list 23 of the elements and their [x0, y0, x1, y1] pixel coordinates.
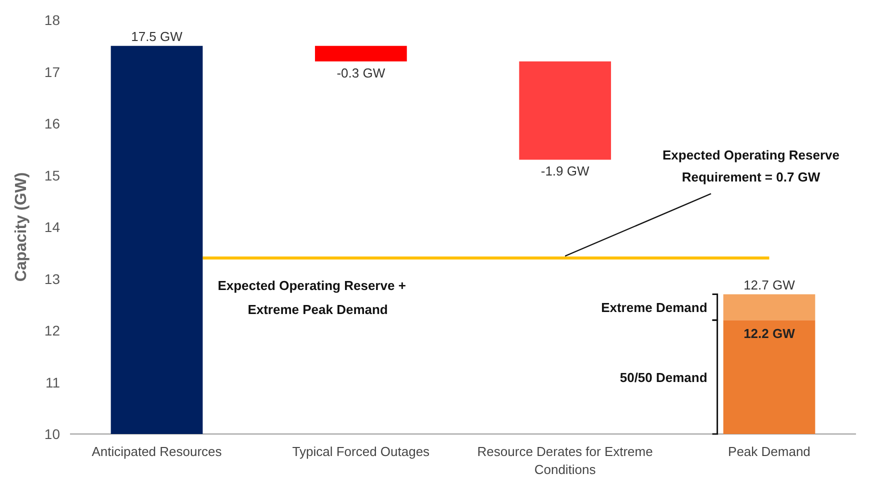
x-tick-label: Resource Derates for Extreme Conditions [477, 444, 653, 477]
y-tick-label: 14 [44, 219, 60, 235]
x-tick-label: Typical Forced Outages [292, 444, 430, 459]
y-tick-label: 15 [44, 167, 60, 184]
annotation: Extreme Demand [601, 300, 708, 316]
x-tick-label: Anticipated Resources [92, 444, 222, 459]
data-label: 12.2 GW [744, 326, 796, 342]
data-label: -1.9 GW [540, 164, 590, 179]
y-tick-label: 11 [45, 374, 60, 390]
x-tick-label: Peak Demand [728, 444, 810, 459]
data-label: 17.5 GW [131, 28, 184, 44]
data-label: -0.3 GW [336, 65, 386, 80]
y-tick-label: 10 [44, 426, 60, 442]
y-tick-label: 13 [44, 270, 60, 287]
data-label: 12.7 GW [744, 277, 796, 292]
y-tick-label: 12 [44, 322, 60, 338]
y-axis-title: Capacity (GW) [13, 172, 30, 282]
annotation: 50/50 Demand [620, 370, 708, 386]
y-tick-label: 16 [44, 116, 60, 132]
y-tick-label: 18 [44, 12, 60, 28]
y-tick-label: 17 [44, 64, 60, 80]
annotation: Expected Operating Reserve Requirement = 0.7 GW [662, 148, 840, 185]
ref-line-label: Expected Operating Reserve + Extreme Peak Demand [218, 278, 406, 318]
